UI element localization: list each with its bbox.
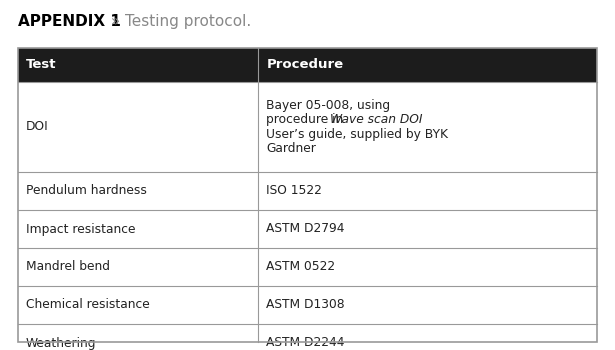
Text: ASTM D2794: ASTM D2794 [266,223,345,236]
Text: procedure in: procedure in [266,113,347,126]
Text: Pendulum hardness: Pendulum hardness [26,184,147,197]
Text: Weathering: Weathering [26,336,97,350]
Bar [18,286,597,324]
Bar [18,82,597,172]
Text: Wave scan DOI: Wave scan DOI [330,113,423,126]
Bar [18,48,597,82]
Text: ASTM D1308: ASTM D1308 [266,299,345,312]
Text: » Testing protocol.: » Testing protocol. [106,14,252,29]
Text: Bayer 05-008, using: Bayer 05-008, using [266,99,391,112]
Bar [18,48,597,342]
Text: Procedure: Procedure [266,58,343,71]
Text: DOI: DOI [26,120,49,133]
Text: Mandrel bend: Mandrel bend [26,260,110,273]
Text: APPENDIX 1: APPENDIX 1 [18,14,121,29]
Text: ASTM D2244: ASTM D2244 [266,336,345,350]
Text: Gardner: Gardner [266,142,316,155]
Bar [18,248,597,286]
Text: Test: Test [26,58,57,71]
Text: ASTM 0522: ASTM 0522 [266,260,335,273]
Bar [18,324,597,350]
Text: Chemical resistance: Chemical resistance [26,299,149,312]
Text: Impact resistance: Impact resistance [26,223,135,236]
Bar [18,210,597,248]
Bar [18,172,597,210]
Text: User’s guide, supplied by BYK: User’s guide, supplied by BYK [266,128,448,141]
Text: ISO 1522: ISO 1522 [266,184,322,197]
